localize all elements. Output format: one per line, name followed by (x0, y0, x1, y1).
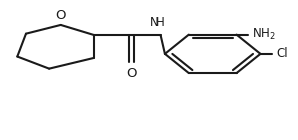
Text: H: H (156, 16, 165, 29)
Text: N: N (150, 16, 159, 29)
Text: NH$_2$: NH$_2$ (252, 27, 276, 42)
Text: Cl: Cl (276, 47, 288, 60)
Text: O: O (55, 9, 66, 22)
Text: O: O (126, 67, 136, 80)
